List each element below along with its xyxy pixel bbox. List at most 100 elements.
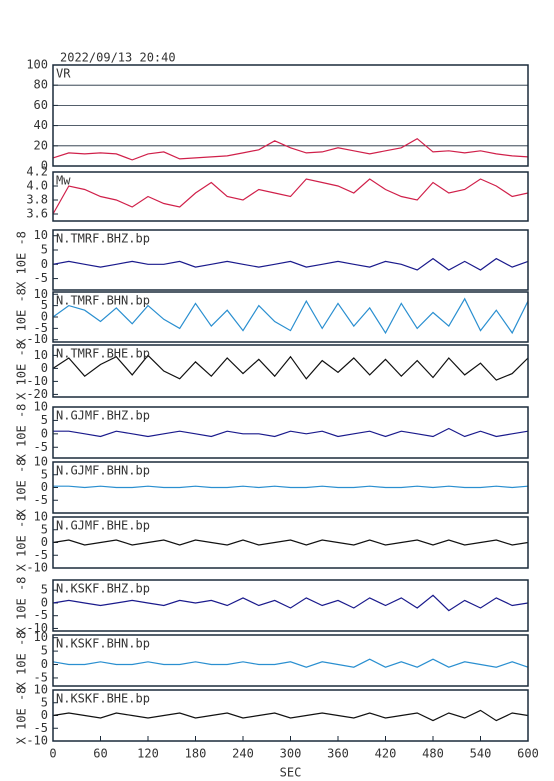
y-tick-label: 5 (41, 644, 48, 658)
panel-frame (52, 634, 529, 687)
y-axis-label: X 10E -8 (15, 288, 29, 346)
y-tick-label: 10 (34, 510, 48, 524)
y-tick-label: 5 (41, 695, 48, 709)
trace-label: N.GJMF.BHZ.bp (56, 409, 150, 423)
y-tick-label: 10 (34, 348, 48, 362)
y-tick-label: 0 (41, 159, 48, 173)
y-tick-label: 0 (41, 535, 48, 549)
y-tick-label: 100 (26, 58, 48, 72)
y-tick-label: 0 (41, 361, 48, 375)
figure-title: 2022/09/13 20:40 (60, 51, 176, 65)
waveform (52, 257, 529, 271)
y-tick-label: -10 (26, 734, 48, 748)
y-axis-label: X 10E -8 (15, 687, 29, 745)
trace-label: N.KSKF.BHZ.bp (56, 582, 150, 596)
y-tick-label: 4.2 (26, 165, 48, 179)
y-tick-label: 60 (34, 98, 48, 112)
x-tick-label: 180 (185, 747, 207, 761)
y-tick-label: 5 (41, 298, 48, 312)
waveform (52, 178, 529, 215)
y-tick-label: 0 (41, 657, 48, 671)
y-tick-label: 40 (34, 118, 48, 132)
x-tick-label: 360 (327, 747, 349, 761)
y-tick-label: 10 (34, 683, 48, 697)
y-tick-label: 0 (41, 480, 48, 494)
x-tick-label: 600 (517, 747, 539, 761)
y-tick-label: -10 (26, 332, 48, 346)
waveform (53, 485, 529, 489)
waveform (53, 427, 529, 438)
waveform (52, 709, 529, 722)
y-tick-label: 10 (34, 400, 48, 414)
y-tick-label: 5 (41, 243, 48, 257)
y-tick-label: 20 (34, 138, 48, 152)
y-tick-label: 10 (34, 287, 48, 301)
panel-frame (52, 291, 529, 343)
y-tick-label: 0 (41, 595, 48, 609)
trace-label: Mw (56, 174, 71, 188)
x-tick-label: 240 (232, 747, 254, 761)
y-tick-label: -20 (26, 387, 48, 401)
y-tick-label: -5 (34, 493, 48, 507)
y-tick-label: -10 (26, 561, 48, 575)
y-tick-label: 0 (41, 708, 48, 722)
y-tick-label: 3.6 (26, 207, 48, 221)
x-tick-label: 540 (470, 747, 492, 761)
waveform (52, 354, 529, 381)
panel-frame (52, 579, 529, 632)
waveform (52, 297, 529, 335)
trace-label: N.KSKF.BHE.bp (56, 692, 150, 706)
x-tick-label: 480 (422, 747, 444, 761)
x-axis-label: SEC (280, 766, 302, 780)
panel-frame (52, 229, 529, 291)
trace-label: N.TMRF.BHE.bp (56, 347, 150, 361)
trace-label: N.TMRF.BHN.bp (56, 294, 150, 308)
y-tick-label: 10 (34, 228, 48, 242)
trace-label: N.KSKF.BHN.bp (56, 637, 150, 651)
y-tick-label: -5 (34, 271, 48, 285)
y-tick-label: 4.0 (26, 179, 48, 193)
y-tick-label: -10 (26, 621, 48, 635)
waveform (52, 539, 529, 546)
y-tick-label: -5 (34, 321, 48, 335)
waveform (52, 137, 529, 161)
y-tick-label: 80 (34, 78, 48, 92)
y-axis-label: X 10E -8 (15, 459, 29, 517)
y-tick-label: 0 (41, 426, 48, 440)
trace-label: VR (56, 67, 71, 81)
y-axis-label: X 10E -8 (15, 404, 29, 462)
x-tick-label: 300 (280, 747, 302, 761)
y-axis-label: X 10E -8 (15, 231, 29, 289)
panel-frame (52, 461, 529, 514)
y-axis-label: X 10E -8 (15, 514, 29, 572)
x-tick-label: 120 (137, 747, 159, 761)
y-axis-label: X 10E -8 (15, 342, 29, 400)
y-tick-label: -5 (34, 548, 48, 562)
panel-frame (52, 406, 529, 459)
y-tick-label: -5 (34, 721, 48, 735)
y-tick-label: 5 (41, 583, 48, 597)
y-tick-label: 0 (41, 310, 48, 324)
y-tick-label: 0 (41, 257, 48, 271)
y-tick-label: -10 (26, 374, 48, 388)
y-tick-label: 10 (34, 455, 48, 469)
y-tick-label: -5 (34, 608, 48, 622)
panel-frame (52, 64, 529, 167)
trace-label: N.GJMF.BHN.bp (56, 464, 150, 478)
y-tick-label: 3.8 (26, 193, 48, 207)
x-tick-label: 0 (49, 747, 56, 761)
x-tick-label: 420 (375, 747, 397, 761)
waveform (52, 594, 529, 612)
y-tick-label: 5 (41, 522, 48, 536)
trace-label: N.GJMF.BHE.bp (56, 519, 150, 533)
y-tick-label: -5 (34, 670, 48, 684)
y-tick-label: -5 (34, 440, 48, 454)
y-tick-label: 5 (41, 467, 48, 481)
y-tick-label: 10 (34, 630, 48, 644)
y-axis-label: X 10E -8 (15, 632, 29, 690)
y-axis-label: X 10E -8 (15, 577, 29, 635)
x-tick-label: 60 (93, 747, 107, 761)
panel-frame (52, 516, 529, 569)
panel-frame (52, 344, 529, 398)
